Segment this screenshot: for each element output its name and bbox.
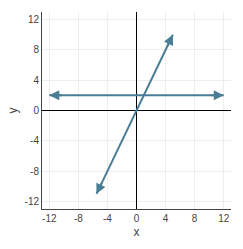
svg-text:8: 8 — [192, 213, 198, 224]
svg-text:4: 4 — [33, 75, 39, 86]
svg-text:x: x — [134, 225, 140, 239]
svg-text:8: 8 — [33, 44, 39, 55]
svg-text:-4: -4 — [30, 135, 39, 146]
svg-text:0: 0 — [33, 105, 39, 116]
svg-text:4: 4 — [163, 213, 169, 224]
svg-text:-12: -12 — [42, 213, 57, 224]
svg-text:-4: -4 — [103, 213, 112, 224]
svg-text:-8: -8 — [74, 213, 83, 224]
svg-text:12: 12 — [28, 14, 40, 25]
svg-text:y: y — [6, 108, 20, 114]
svg-text:12: 12 — [218, 213, 230, 224]
svg-text:-8: -8 — [30, 166, 39, 177]
svg-text:-12: -12 — [25, 196, 40, 207]
svg-text:0: 0 — [134, 213, 140, 224]
